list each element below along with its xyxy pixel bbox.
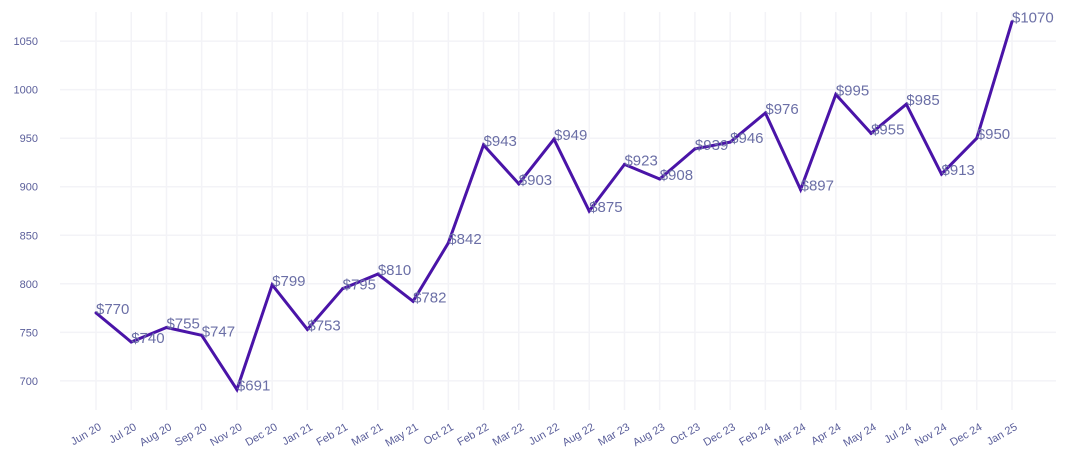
x-tick-label: Oct 23 <box>668 421 702 448</box>
data-point <box>622 162 626 166</box>
data-label: $903 <box>519 172 552 189</box>
data-label: $795 <box>343 277 376 294</box>
x-tick-label: May 24 <box>841 421 878 449</box>
x-tick-label: Mar 21 <box>350 421 386 449</box>
data-point <box>799 188 803 192</box>
x-tick-label: Aug 20 <box>138 421 174 449</box>
data-point <box>482 143 486 147</box>
data-labels: $770$740$755 $747 $691 $799 $753 $795$810$782… <box>96 10 1054 395</box>
data-point <box>446 241 450 245</box>
data-label: $985 <box>906 92 939 109</box>
data-label: $875 <box>589 199 622 216</box>
x-tick-label: Nov 20 <box>208 421 244 449</box>
data-label: $995 <box>836 83 869 100</box>
x-tick-label: Feb 21 <box>314 421 350 449</box>
data-label: $747 <box>202 323 235 340</box>
data-point <box>904 102 908 106</box>
data-point <box>940 172 944 176</box>
data-point <box>94 311 98 315</box>
data-label: $897 <box>801 178 834 195</box>
y-tick-label: 750 <box>20 327 38 339</box>
data-point <box>763 111 767 115</box>
x-tick-label: Jan 21 <box>280 421 315 448</box>
data-point <box>517 182 521 186</box>
x-tick-label: Jul 24 <box>882 421 913 446</box>
x-tick-label: Oct 21 <box>422 421 456 448</box>
y-tick-label: 1000 <box>14 85 38 97</box>
data-label: $691 <box>237 378 270 395</box>
data-label: $740 <box>131 330 164 347</box>
x-tick-label: Mar 24 <box>772 421 808 449</box>
x-tick-label: Aug 22 <box>561 421 597 449</box>
data-point <box>341 287 345 291</box>
data-label: $770 <box>96 301 129 318</box>
data-point <box>129 340 133 344</box>
data-point <box>200 333 204 337</box>
data-point <box>552 137 556 141</box>
data-label: $943 <box>484 133 517 150</box>
x-tick-label: Jan 25 <box>985 421 1020 448</box>
data-point <box>235 388 239 392</box>
x-tick-label: May 21 <box>383 421 420 449</box>
data-label: $950 <box>977 126 1010 143</box>
x-tick-label: Jun 20 <box>69 421 104 448</box>
x-tick-label: Aug 23 <box>631 421 667 449</box>
x-tick-label: Mar 22 <box>491 421 527 449</box>
data-point <box>270 283 274 287</box>
data-point <box>376 272 380 276</box>
x-tick-label: Dec 24 <box>948 421 984 449</box>
data-label: $946 <box>730 130 763 147</box>
data-label: $810 <box>378 262 411 279</box>
data-label: $1070 <box>1012 10 1054 27</box>
x-tick-label: Jul 20 <box>107 421 138 446</box>
data-point <box>975 136 979 140</box>
data-point <box>834 93 838 97</box>
data-label: $842 <box>448 231 481 248</box>
data-label: $908 <box>660 167 693 184</box>
data-label: $755 <box>166 315 199 332</box>
data-label: $753 <box>307 317 340 334</box>
y-tick-label: 700 <box>20 376 38 388</box>
data-label: $913 <box>942 162 975 179</box>
gridlines <box>60 12 1056 410</box>
x-tick-label: Mar 23 <box>596 421 632 449</box>
data-label: $976 <box>765 101 798 118</box>
y-axis-ticks: 700 750 800 850 900 950 1000 1050 <box>14 36 38 388</box>
y-tick-label: 900 <box>20 182 38 194</box>
data-point <box>305 327 309 331</box>
data-label: $799 <box>272 273 305 290</box>
data-point <box>728 140 732 144</box>
data-point <box>164 325 168 329</box>
x-tick-label: Sep 20 <box>173 421 209 449</box>
data-point <box>1010 20 1014 24</box>
data-label: $923 <box>624 152 657 169</box>
x-tick-label: Apr 24 <box>809 421 843 448</box>
x-tick-label: Feb 22 <box>455 421 491 449</box>
x-tick-label: Nov 24 <box>913 421 949 449</box>
x-tick-label: Feb 24 <box>737 421 773 449</box>
data-point <box>411 299 415 303</box>
x-tick-label: Dec 23 <box>701 421 737 449</box>
data-label: $955 <box>871 121 904 138</box>
data-point <box>869 131 873 135</box>
y-tick-label: 950 <box>20 133 38 145</box>
y-tick-label: 1050 <box>14 36 38 48</box>
data-point <box>658 177 662 181</box>
data-label: $949 <box>554 127 587 144</box>
x-tick-label: Dec 20 <box>243 421 279 449</box>
data-point <box>587 209 591 213</box>
data-points <box>94 20 1014 392</box>
y-tick-label: 800 <box>20 279 38 291</box>
x-tick-label: Jun 22 <box>527 421 562 448</box>
data-point <box>693 147 697 151</box>
y-tick-label: 850 <box>20 230 38 242</box>
data-label: $782 <box>413 289 446 306</box>
data-label: $939 <box>695 137 728 154</box>
x-axis-ticks: Jun 20 Jul 20 Aug 20 Sep 20 Nov 20 Dec 20 Jan … <box>69 421 1020 449</box>
